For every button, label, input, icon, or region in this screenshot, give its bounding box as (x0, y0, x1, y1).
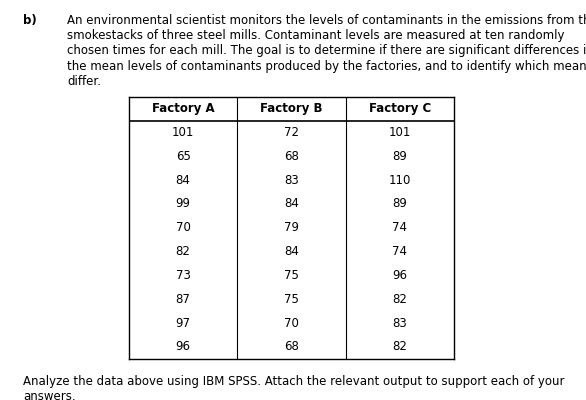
Text: 70: 70 (284, 316, 299, 330)
Text: 79: 79 (284, 221, 299, 234)
Text: b): b) (23, 14, 37, 27)
Text: 70: 70 (176, 221, 190, 234)
Text: 68: 68 (284, 340, 299, 353)
Text: differ.: differ. (67, 75, 101, 88)
Text: 82: 82 (393, 293, 407, 306)
Text: 82: 82 (393, 340, 407, 353)
Text: 74: 74 (393, 221, 407, 234)
Text: 84: 84 (176, 174, 190, 187)
Text: Factory B: Factory B (260, 102, 323, 115)
Text: 96: 96 (176, 340, 190, 353)
Text: 96: 96 (393, 269, 407, 282)
Text: 83: 83 (393, 316, 407, 330)
Text: 65: 65 (176, 150, 190, 163)
Text: 72: 72 (284, 126, 299, 139)
Text: smokestacks of three steel mills. Contaminant levels are measured at ten randoml: smokestacks of three steel mills. Contam… (67, 29, 565, 42)
Text: 97: 97 (176, 316, 190, 330)
Text: Factory A: Factory A (152, 102, 214, 115)
Text: Factory C: Factory C (369, 102, 431, 115)
Text: 74: 74 (393, 245, 407, 258)
Text: 101: 101 (389, 126, 411, 139)
Text: 110: 110 (389, 174, 411, 187)
Text: 89: 89 (393, 198, 407, 210)
Text: An environmental scientist monitors the levels of contaminants in the emissions : An environmental scientist monitors the … (67, 14, 586, 27)
Text: 99: 99 (176, 198, 190, 210)
Text: chosen times for each mill. The goal is to determine if there are significant di: chosen times for each mill. The goal is … (67, 44, 586, 57)
Text: 101: 101 (172, 126, 195, 139)
Text: 89: 89 (393, 150, 407, 163)
Text: 75: 75 (284, 269, 299, 282)
Text: 83: 83 (284, 174, 299, 187)
Text: the mean levels of contaminants produced by the factories, and to identify which: the mean levels of contaminants produced… (67, 60, 586, 73)
Text: 68: 68 (284, 150, 299, 163)
Text: 75: 75 (284, 293, 299, 306)
Text: 82: 82 (176, 245, 190, 258)
Text: 84: 84 (284, 245, 299, 258)
Text: Analyze the data above using IBM SPSS. Attach the relevant output to support eac: Analyze the data above using IBM SPSS. A… (23, 375, 565, 388)
Text: 87: 87 (176, 293, 190, 306)
Text: 73: 73 (176, 269, 190, 282)
Text: answers.: answers. (23, 390, 76, 400)
Text: 84: 84 (284, 198, 299, 210)
